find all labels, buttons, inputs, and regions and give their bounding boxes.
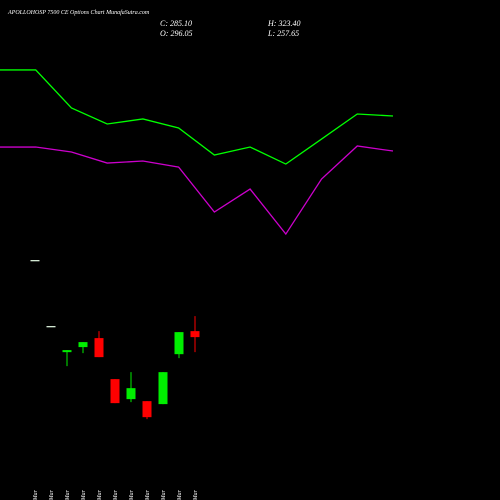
- x-tick-label: 17 Mar: [81, 489, 87, 500]
- x-tick-label: 16 Mar: [65, 489, 71, 500]
- x-tick-label: 10 Mar: [33, 489, 39, 500]
- candle-body: [190, 331, 200, 338]
- ohlc-low: L: 257.65: [267, 29, 299, 38]
- candle-body: [78, 342, 88, 348]
- x-tick-label: 23 Mar: [145, 489, 151, 500]
- line-series: [0, 69, 394, 165]
- candle-body: [158, 372, 168, 405]
- x-tick-label: 19 Mar: [113, 489, 119, 500]
- line-series: [0, 145, 394, 236]
- ohlc-high: H: 323.40: [267, 19, 300, 28]
- candle-body: [142, 401, 152, 418]
- ohlc-open: O: 296.05: [160, 29, 192, 38]
- x-tick-label: 20 Mar: [129, 489, 135, 500]
- candle-body: [174, 332, 184, 355]
- candle-body: [110, 379, 120, 404]
- ohlc-close: C: 285.10: [160, 19, 192, 28]
- x-tick-label: 12 Mar: [49, 489, 55, 500]
- chart-title: APOLLOHOSP 7500 CE Options Chart MunafaS…: [7, 9, 150, 16]
- x-tick-label: 24 Mar: [160, 489, 167, 500]
- x-tick-label: 25 Mar: [177, 489, 183, 500]
- x-tick-label: 27 Mar: [193, 489, 199, 500]
- candle-body: [62, 350, 72, 353]
- candle-body: [94, 338, 104, 358]
- x-tick-label: 18 Mar: [97, 489, 103, 500]
- candle-body: [126, 388, 136, 400]
- candle-body: [46, 326, 56, 328]
- candle-body: [30, 260, 40, 262]
